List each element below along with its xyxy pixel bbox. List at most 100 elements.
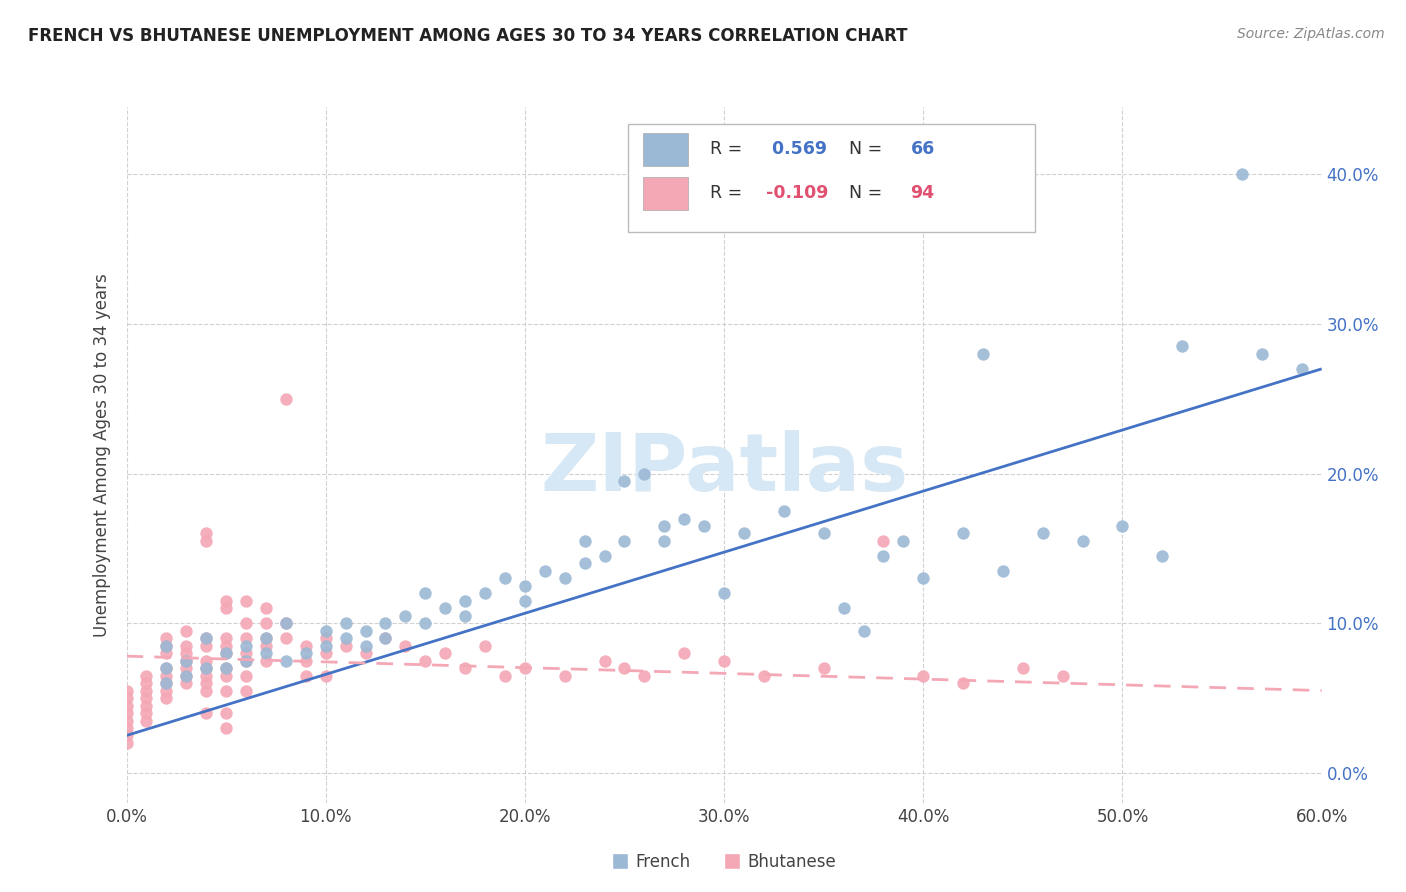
Point [593,654,616,668]
Point [274,654,297,668]
Point [1250,347,1272,361]
Point [195,526,218,541]
Point [195,533,218,548]
Point [135,676,157,690]
Point [254,631,277,645]
Point [1071,533,1094,548]
Point [912,668,935,682]
Point [733,526,755,541]
Point [235,631,257,645]
Point [254,646,277,660]
Point [912,571,935,585]
Point [135,683,157,698]
Point [1011,661,1033,675]
Point [752,668,775,682]
Point [195,631,218,645]
Text: 94: 94 [911,185,935,202]
Point [235,683,257,698]
Point [315,631,337,645]
Point [155,676,177,690]
Point [693,519,716,533]
Point [315,646,337,660]
Text: FRENCH VS BHUTANESE UNEMPLOYMENT AMONG AGES 30 TO 34 YEARS CORRELATION CHART: FRENCH VS BHUTANESE UNEMPLOYMENT AMONG A… [28,27,908,45]
Point [374,631,396,645]
Point [254,654,277,668]
Point [394,639,416,653]
Point [215,683,238,698]
Point [673,511,696,525]
Point [335,631,357,645]
Point [354,624,377,638]
Point [155,691,177,706]
Point [315,624,337,638]
Point [513,594,536,608]
Point [174,654,197,668]
Point [195,631,218,645]
Point [135,706,157,720]
Point [952,526,974,541]
Point [235,616,257,631]
Point [215,706,238,720]
Point [434,601,457,615]
Point [115,683,138,698]
Point [554,571,576,585]
Point [174,676,197,690]
Point [254,639,277,653]
Point [294,646,316,660]
FancyBboxPatch shape [643,133,688,166]
Point [174,668,197,682]
Point [215,639,238,653]
Point [155,639,177,653]
Point [1171,339,1194,353]
Point [294,668,316,682]
Point [155,631,177,645]
FancyBboxPatch shape [628,124,1035,232]
Point [613,533,636,548]
Point [474,586,496,600]
Point [813,661,835,675]
Point [773,504,796,518]
Point [413,654,436,668]
Point [613,661,636,675]
Point [713,654,735,668]
Point [335,639,357,653]
Point [235,639,257,653]
Point [335,616,357,631]
Point [215,668,238,682]
Point [652,519,675,533]
Point [554,668,576,682]
Legend: French, Bhutanese: French, Bhutanese [606,847,842,878]
Point [195,676,218,690]
Point [494,571,516,585]
Text: ZIPatlas: ZIPatlas [540,430,908,508]
Point [174,661,197,675]
Point [215,594,238,608]
Text: R =: R = [710,185,748,202]
Point [215,601,238,615]
Text: 66: 66 [911,140,935,159]
FancyBboxPatch shape [643,177,688,210]
Text: R =: R = [710,140,748,159]
Point [235,646,257,660]
Point [135,698,157,713]
Point [374,631,396,645]
Point [174,639,197,653]
Point [413,616,436,631]
Point [115,721,138,735]
Point [374,616,396,631]
Point [115,706,138,720]
Point [155,646,177,660]
Point [315,668,337,682]
Point [454,594,477,608]
Point [952,676,974,690]
Point [1291,362,1313,376]
Point [254,616,277,631]
Point [195,661,218,675]
Point [215,631,238,645]
Point [274,631,297,645]
Point [294,654,316,668]
Point [1111,519,1133,533]
Point [115,691,138,706]
Point [454,608,477,623]
Point [115,736,138,750]
